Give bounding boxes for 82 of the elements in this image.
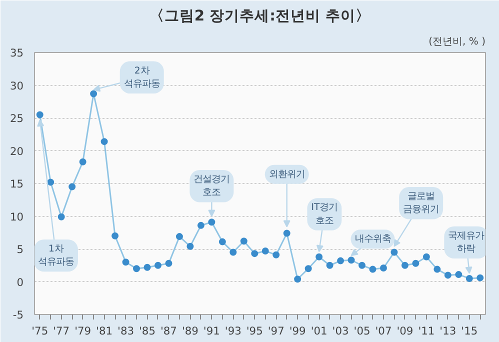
point xyxy=(412,260,420,267)
point xyxy=(272,251,280,258)
point xyxy=(154,262,162,269)
y-tick-label: 10 xyxy=(10,210,24,224)
x-tick-label: '07 xyxy=(375,324,392,338)
point xyxy=(304,265,312,272)
x-tick-label: '81 xyxy=(96,324,113,338)
x-tick-label: '03 xyxy=(332,324,349,338)
point xyxy=(283,230,290,237)
point xyxy=(36,111,44,118)
point xyxy=(455,271,462,278)
annotation: 2차 석유파동 xyxy=(124,65,160,90)
x-tick-label: '83 xyxy=(118,324,134,338)
point xyxy=(176,233,183,240)
point xyxy=(122,258,130,266)
x-tick-label: '75 xyxy=(32,324,48,338)
point xyxy=(262,247,269,254)
point xyxy=(47,178,54,186)
point xyxy=(186,242,194,250)
annotation: 국제유가 하락 xyxy=(448,230,484,255)
point xyxy=(444,272,452,279)
x-tick-label: '99 xyxy=(289,324,306,338)
y-tick-label: 35 xyxy=(10,46,24,60)
y-tick-label: -5 xyxy=(12,308,24,322)
annotation: 글로벌 금융위기 xyxy=(403,191,440,216)
point xyxy=(326,262,334,269)
point xyxy=(401,262,408,269)
point xyxy=(79,158,86,166)
point xyxy=(348,256,355,264)
point xyxy=(369,266,376,273)
annotation: 내수위축 xyxy=(354,234,391,245)
point xyxy=(434,266,441,273)
point xyxy=(133,265,140,272)
point xyxy=(100,138,108,146)
y-tick-label: 30 xyxy=(10,79,24,92)
point xyxy=(358,262,366,269)
x-tick-label: '97 xyxy=(268,324,284,338)
x-tick-label: '09 xyxy=(396,324,414,338)
y-tick-label: 0 xyxy=(16,276,24,289)
point xyxy=(230,248,237,256)
x-tick-label: '93 xyxy=(224,324,242,338)
point xyxy=(422,253,430,260)
x-tick-label: '15 xyxy=(461,324,478,338)
x-tick-label: '11 xyxy=(418,324,435,338)
point xyxy=(68,183,76,190)
point xyxy=(58,213,65,220)
x-tick-label: '01 xyxy=(310,324,328,338)
x-tick-label: '85 xyxy=(139,324,156,338)
y-tick-label: 5 xyxy=(16,243,24,256)
point xyxy=(90,90,98,98)
x-tick-label: '87 xyxy=(160,324,177,338)
point xyxy=(197,222,204,229)
point xyxy=(476,274,484,282)
chart-title: 〈그림2 장기추세:전년비 추이〉 xyxy=(149,8,371,24)
point xyxy=(294,276,302,283)
point xyxy=(380,264,387,272)
point xyxy=(390,248,398,256)
point xyxy=(218,238,226,246)
annotation: 1차 석유파동 xyxy=(38,243,74,268)
point xyxy=(208,218,216,226)
x-tick-label: '13 xyxy=(440,324,456,338)
point xyxy=(251,250,258,258)
x-tick-label: '95 xyxy=(246,324,263,338)
point xyxy=(112,232,119,240)
annotation: 건설경기 호조 xyxy=(194,174,230,198)
point xyxy=(240,238,248,245)
point xyxy=(165,260,172,267)
x-tick-label: '91 xyxy=(203,324,220,338)
x-tick-label: '89 xyxy=(182,324,199,338)
point xyxy=(316,253,323,260)
y-axis-title: (전년비, % ) xyxy=(428,36,486,48)
annotation: IT경기 호조 xyxy=(311,202,338,226)
x-tick-label: '79 xyxy=(74,324,92,338)
point xyxy=(466,274,473,282)
y-tick-label: 15 xyxy=(10,178,24,190)
y-tick-label: 25 xyxy=(10,112,24,125)
point xyxy=(337,257,344,264)
x-tick-label: '77 xyxy=(53,324,70,338)
annotation: 외환위기 xyxy=(268,168,305,180)
point xyxy=(144,264,151,271)
x-tick-label: '05 xyxy=(354,324,370,338)
y-tick-label: 20 xyxy=(10,144,24,158)
